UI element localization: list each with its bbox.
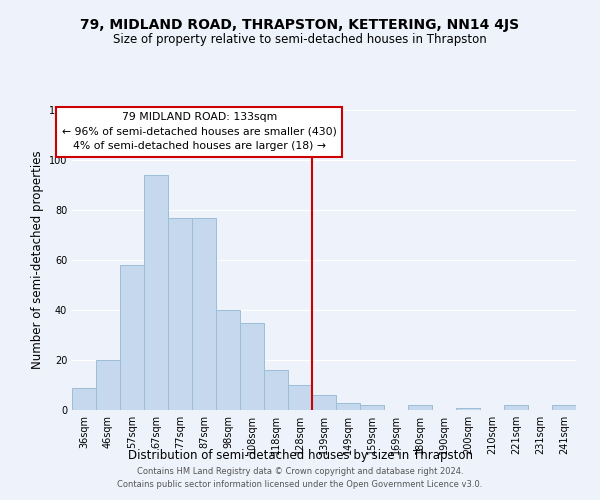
Bar [72, 388, 96, 410]
Text: 79, MIDLAND ROAD, THRAPSTON, KETTERING, NN14 4JS: 79, MIDLAND ROAD, THRAPSTON, KETTERING, … [80, 18, 520, 32]
Bar [216, 310, 240, 410]
Bar [312, 395, 336, 410]
Bar [168, 218, 192, 410]
Bar [552, 405, 576, 410]
Bar [240, 322, 264, 410]
Bar [336, 402, 360, 410]
Bar [288, 385, 312, 410]
Bar [192, 218, 216, 410]
Text: Size of property relative to semi-detached houses in Thrapston: Size of property relative to semi-detach… [113, 32, 487, 46]
Y-axis label: Number of semi-detached properties: Number of semi-detached properties [31, 150, 44, 370]
Text: 79 MIDLAND ROAD: 133sqm
← 96% of semi-detached houses are smaller (430)
4% of se: 79 MIDLAND ROAD: 133sqm ← 96% of semi-de… [62, 112, 337, 152]
Bar [120, 265, 144, 410]
Bar [408, 405, 432, 410]
Text: Contains HM Land Registry data © Crown copyright and database right 2024.
Contai: Contains HM Land Registry data © Crown c… [118, 467, 482, 489]
Bar [264, 370, 288, 410]
Bar [456, 408, 480, 410]
Bar [96, 360, 120, 410]
Bar [360, 405, 384, 410]
Bar [504, 405, 528, 410]
Bar [144, 175, 168, 410]
Text: Distribution of semi-detached houses by size in Thrapston: Distribution of semi-detached houses by … [128, 448, 473, 462]
